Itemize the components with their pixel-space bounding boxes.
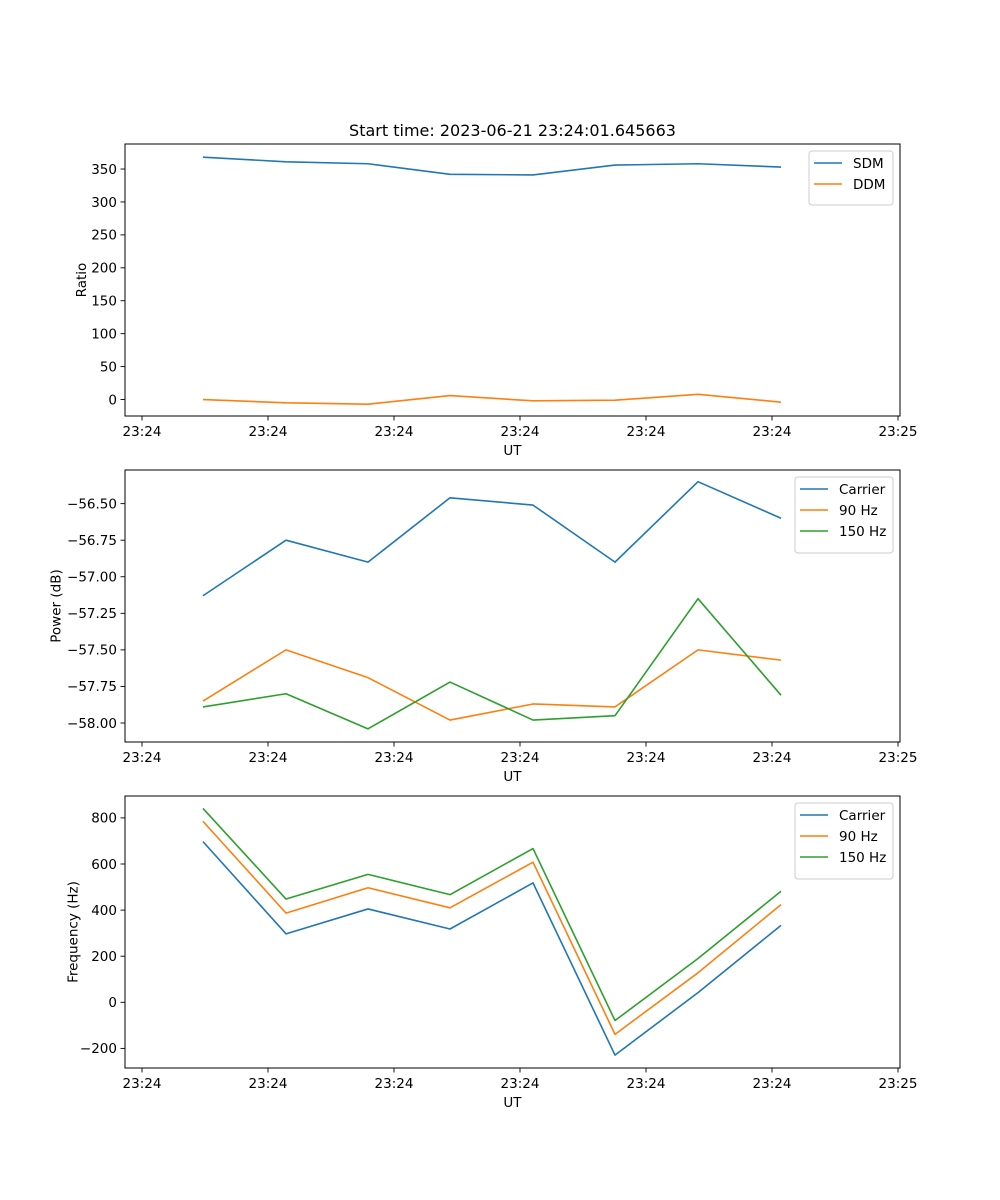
y-tick-label: −56.75 <box>67 533 117 549</box>
y-axis-label: Ratio <box>74 263 90 298</box>
legend-label: 90 Hz <box>839 503 878 519</box>
series-line-90-hz <box>202 820 782 1036</box>
x-axis-label: UT <box>503 443 522 459</box>
y-tick-label: −57.00 <box>67 570 117 586</box>
series-line-carrier <box>202 841 782 1056</box>
x-tick-label: 23:24 <box>249 750 288 766</box>
y-axis-label: Power (dB) <box>49 569 65 642</box>
legend-box <box>808 150 894 206</box>
y-tick-label: −58.00 <box>67 716 117 732</box>
legend-box <box>794 802 894 880</box>
y-tick-label: 250 <box>91 228 117 244</box>
y-tick-label: 50 <box>100 359 117 375</box>
series-line-150-hz <box>202 807 782 1022</box>
y-tick-label: −57.75 <box>67 679 117 695</box>
series-line-sdm <box>202 156 782 176</box>
x-tick-label: 23:24 <box>375 424 414 440</box>
legend-label: Carrier <box>839 808 886 824</box>
series-line-150-hz <box>202 597 782 730</box>
legend-label: 90 Hz <box>839 829 878 845</box>
y-tick-label: 350 <box>91 162 117 178</box>
legend-label: DDM <box>853 177 885 193</box>
axes-frame <box>124 143 901 417</box>
subplot-1: 23:24 23:24 23:24 23:24 23:24 23:24 23:25 UT 0 50… <box>74 143 918 459</box>
y-tick-label: −200 <box>80 1041 117 1057</box>
x-tick-label: 23:24 <box>501 750 540 766</box>
x-tick-label: 23:25 <box>879 1076 918 1092</box>
axes-frame <box>124 795 901 1069</box>
x-tick-label: 23:24 <box>123 424 162 440</box>
y-tick-label: 800 <box>91 811 117 827</box>
y-tick-label: 150 <box>91 294 117 310</box>
y-tick-label: 200 <box>91 261 117 277</box>
y-tick-label: 600 <box>91 857 117 873</box>
plots-area: 23:24 23:24 23:24 23:24 23:24 23:24 23:25 UT 0 50… <box>49 143 918 1111</box>
x-tick-label: 23:24 <box>501 424 540 440</box>
y-tick-label: 0 <box>108 995 117 1011</box>
x-axis-label: UT <box>503 769 522 785</box>
legend: SDM DDM <box>808 150 894 206</box>
legend-label: SDM <box>853 156 884 172</box>
x-tick-label: 23:24 <box>375 750 414 766</box>
x-tick-label: 23:24 <box>627 1076 666 1092</box>
x-tick-label: 23:24 <box>753 1076 792 1092</box>
y-axis-label: Frequency (Hz) <box>65 881 81 983</box>
y-tick-label: 200 <box>91 949 117 965</box>
y-tick-label: −57.25 <box>67 606 117 622</box>
x-tick-label: 23:24 <box>375 1076 414 1092</box>
y-tick-label: −56.50 <box>67 496 117 512</box>
x-tick-label: 23:25 <box>879 424 918 440</box>
series-line-carrier <box>202 480 782 597</box>
subplot-3: 23:24 23:24 23:24 23:24 23:24 23:24 23:25 UT −20… <box>65 795 918 1111</box>
x-axis-label: UT <box>503 1095 522 1111</box>
x-tick-label: 23:24 <box>123 1076 162 1092</box>
x-tick-label: 23:24 <box>249 1076 288 1092</box>
subplot-2: 23:24 23:24 23:24 23:24 23:24 23:24 23:25 UT −58… <box>49 469 918 785</box>
x-tick-label: 23:24 <box>249 424 288 440</box>
y-tick-label: −57.50 <box>67 643 117 659</box>
x-tick-label: 23:24 <box>501 1076 540 1092</box>
x-tick-label: 23:25 <box>879 750 918 766</box>
x-tick-label: 23:24 <box>627 424 666 440</box>
legend-label: 150 Hz <box>839 524 886 540</box>
legend-box <box>794 476 894 554</box>
chart-title: Start time: 2023-06-21 23:24:01.645663 <box>349 121 676 140</box>
series-line-ddm <box>202 393 782 405</box>
series-line-90-hz <box>202 649 782 721</box>
legend: Carrier 90 Hz 150 Hz <box>794 476 894 554</box>
x-tick-label: 23:24 <box>627 750 666 766</box>
axes-frame <box>124 469 901 743</box>
x-tick-label: 23:24 <box>753 750 792 766</box>
x-tick-label: 23:24 <box>123 750 162 766</box>
y-tick-label: 0 <box>108 392 117 408</box>
legend-label: 150 Hz <box>839 850 886 866</box>
legend: Carrier 90 Hz 150 Hz <box>794 802 894 880</box>
legend-label: Carrier <box>839 482 886 498</box>
y-tick-label: 100 <box>91 326 117 342</box>
x-tick-label: 23:24 <box>753 424 792 440</box>
y-tick-label: 300 <box>91 195 117 211</box>
y-tick-label: 400 <box>91 903 117 919</box>
